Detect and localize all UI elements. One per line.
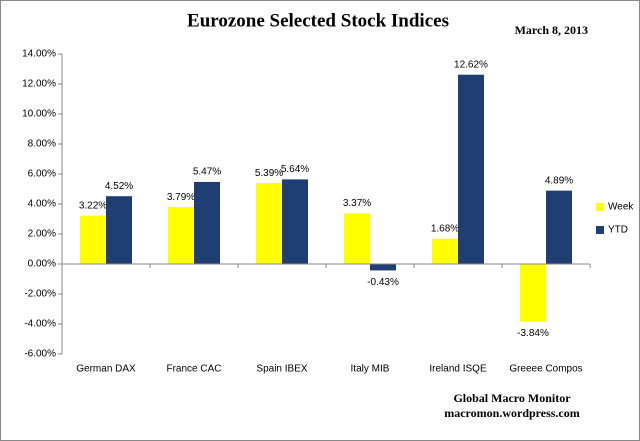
chart-subtitle: March 8, 2013 bbox=[515, 23, 588, 37]
value-label: 5.64% bbox=[281, 164, 309, 175]
value-label: 4.89% bbox=[545, 175, 573, 186]
legend-label: YTD bbox=[608, 225, 628, 236]
bar bbox=[282, 179, 308, 264]
bar bbox=[256, 183, 282, 264]
y-tick-label: 6.00% bbox=[28, 169, 56, 180]
y-tick-label: 8.00% bbox=[28, 139, 56, 150]
y-tick-label: 0.00% bbox=[28, 259, 56, 270]
x-tick-label: Greeee Compos bbox=[509, 364, 582, 375]
y-tick-label: 10.00% bbox=[22, 109, 56, 120]
value-label: -3.84% bbox=[517, 328, 549, 339]
bar bbox=[520, 264, 546, 322]
value-label: 1.68% bbox=[431, 223, 459, 234]
legend-label: Week bbox=[608, 202, 634, 213]
bar bbox=[80, 215, 106, 264]
value-label: 12.62% bbox=[454, 59, 488, 70]
y-tick-label: 2.00% bbox=[28, 229, 56, 240]
value-label: 3.79% bbox=[167, 192, 195, 203]
bar bbox=[168, 207, 194, 264]
annotation: macromon.wordpress.com bbox=[444, 406, 580, 420]
y-tick-label: -6.00% bbox=[24, 349, 56, 360]
y-tick-label: -4.00% bbox=[24, 319, 56, 330]
value-label: 5.47% bbox=[193, 167, 221, 178]
bar bbox=[432, 238, 458, 264]
bar bbox=[370, 264, 396, 271]
legend-swatch bbox=[596, 203, 604, 211]
value-label: 3.22% bbox=[79, 200, 107, 211]
x-tick-label: Spain IBEX bbox=[256, 364, 307, 375]
value-label: 3.37% bbox=[343, 198, 371, 209]
x-tick-label: Ireland ISQE bbox=[429, 364, 487, 375]
y-tick-label: 14.00% bbox=[22, 49, 56, 60]
value-label: -0.43% bbox=[367, 277, 399, 288]
x-tick-label: Italy MIB bbox=[351, 364, 390, 375]
y-tick-label: 4.00% bbox=[28, 199, 56, 210]
bar bbox=[458, 74, 484, 264]
value-label: 4.52% bbox=[105, 181, 133, 192]
y-tick-label: 12.00% bbox=[22, 79, 56, 90]
bar bbox=[344, 213, 370, 264]
x-tick-label: France CAC bbox=[166, 364, 221, 375]
y-tick-label: -2.00% bbox=[24, 289, 56, 300]
legend-swatch bbox=[596, 226, 604, 234]
annotation: Global Macro Monitor bbox=[453, 391, 571, 405]
chart-title: Eurozone Selected Stock Indices bbox=[187, 10, 449, 31]
x-tick-label: German DAX bbox=[76, 364, 136, 375]
bar bbox=[546, 190, 572, 264]
value-label: 5.39% bbox=[255, 168, 283, 179]
bar bbox=[106, 196, 132, 264]
bar bbox=[194, 181, 220, 264]
